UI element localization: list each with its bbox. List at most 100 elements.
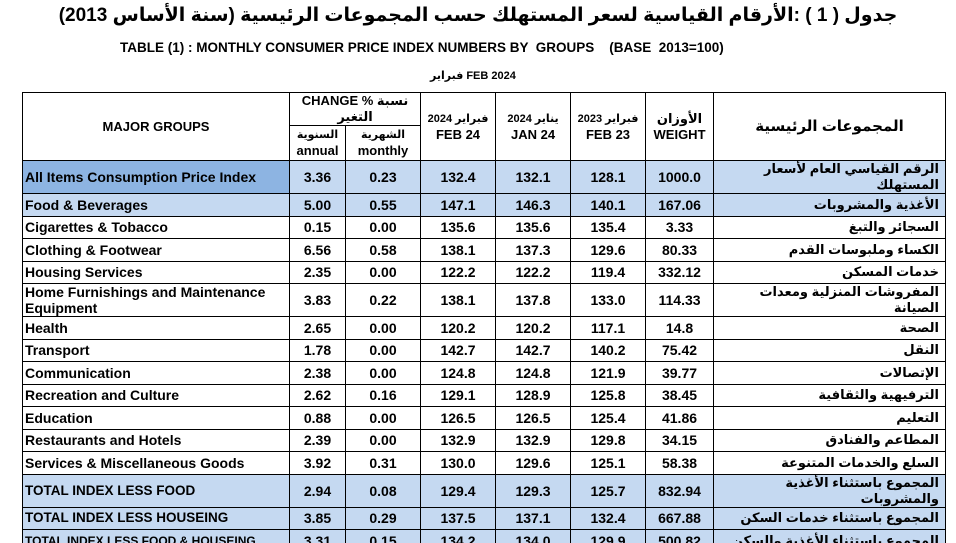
weight: 38.45: [645, 383, 715, 407]
annual-change: 3.83: [289, 283, 346, 317]
group-en: Food & Beverages: [22, 193, 290, 217]
index-jan24: 132.9: [495, 428, 572, 452]
annual-change: 2.35: [289, 260, 346, 284]
group-ar: الكساء وملبوسات القدم: [713, 238, 947, 262]
index-jan24: 137.1: [495, 506, 572, 530]
annual-change: 3.31: [289, 529, 346, 543]
title-english: TABLE (1) : MONTHLY CONSUMER PRICE INDEX…: [120, 40, 724, 55]
index-feb23: 125.4: [570, 406, 647, 430]
index-jan24: 137.3: [495, 238, 572, 262]
weight: 41.86: [645, 406, 715, 430]
header-ar: فبراير 2024: [427, 112, 489, 125]
index-feb23: 140.1: [570, 193, 647, 217]
title-arabic: جدول ( 1 ) :الأرقام القياسية لسعر المسته…: [58, 5, 898, 26]
cpi-table: MAJOR GROUPS CHANGE % نسبة التغير فبراير…: [22, 92, 947, 543]
group-en: Services & Miscellaneous Goods: [22, 451, 290, 475]
index-feb24: 132.4: [420, 160, 497, 194]
index-feb24: 129.1: [420, 383, 497, 407]
group-ar: السجائر والتبغ: [713, 215, 947, 239]
index-feb23: 129.8: [570, 428, 647, 452]
index-feb24: 126.5: [420, 406, 497, 430]
weight: 34.15: [645, 428, 715, 452]
table-row: Health 2.65 0.00 120.2 120.2 117.1 14.8 الصحة: [22, 316, 947, 340]
group-ar: الرقم القياسي العام لأسعار المستهلك: [713, 160, 947, 194]
group-ar: المطاعم والفنادق: [713, 428, 947, 452]
index-jan24: 120.2: [495, 316, 572, 340]
table-row: Recreation and Culture 2.62 0.16 129.1 128.9…: [22, 383, 947, 407]
group-ar: المجموع باستثناء الأغذية والمشروبات: [713, 473, 947, 508]
group-ar: خدمات المسكن: [713, 260, 947, 284]
table-row: TOTAL INDEX LESS HOUSEING 3.85 0.29 137.5 13…: [22, 506, 947, 530]
group-en: Restaurants and Hotels: [22, 428, 290, 452]
weight: 1000.0: [645, 160, 715, 194]
index-feb23: 129.6: [570, 238, 647, 262]
header-ar: فبراير 2023: [577, 112, 639, 125]
header-ar: الأوزان: [656, 110, 703, 126]
header-weight: الأوزان WEIGHT: [645, 92, 715, 161]
weight: 3.33: [645, 215, 715, 239]
index-feb24: 132.9: [420, 428, 497, 452]
monthly-change: 0.22: [344, 283, 422, 317]
index-jan24: 132.1: [495, 160, 572, 194]
index-jan24: 142.7: [495, 338, 572, 362]
annual-change: 3.92: [289, 451, 346, 475]
index-feb24: 120.2: [420, 316, 497, 340]
monthly-change: 0.08: [344, 473, 422, 508]
monthly-change: 0.00: [344, 260, 422, 284]
weight: 80.33: [645, 238, 715, 262]
monthly-change: 0.00: [344, 215, 422, 239]
index-feb24: 138.1: [420, 238, 497, 262]
group-en: Education: [22, 406, 290, 430]
group-ar: الإتصالات: [713, 361, 947, 385]
header-ar: الشهرية: [361, 129, 405, 141]
header-major-groups-ar: المجموعات الرئيسية: [713, 92, 947, 161]
index-jan24: 146.3: [495, 193, 572, 217]
annual-change: 2.94: [289, 473, 346, 508]
header-feb24: فبراير 2024 FEB 24: [420, 92, 497, 161]
monthly-change: 0.29: [344, 506, 422, 530]
header-feb23: فبراير 2023 FEB 23: [570, 92, 647, 161]
index-feb23: 125.1: [570, 451, 647, 475]
index-feb24: 124.8: [420, 361, 497, 385]
weight: 332.12: [645, 260, 715, 284]
weight: 667.88: [645, 506, 715, 530]
index-feb23: 133.0: [570, 283, 647, 317]
index-jan24: 129.3: [495, 473, 572, 508]
table-row: All Items Consumption Price Index 3.36 0.2…: [22, 160, 947, 194]
weight: 167.06: [645, 193, 715, 217]
group-ar: النقل: [713, 338, 947, 362]
index-feb24: 147.1: [420, 193, 497, 217]
index-feb23: 125.8: [570, 383, 647, 407]
table-row: Food & Beverages 5.00 0.55 147.1 146.3 140.1 1…: [22, 193, 947, 217]
group-en: All Items Consumption Price Index: [22, 160, 290, 194]
header-en: monthly: [357, 143, 409, 158]
header-en: FEB 24: [435, 126, 481, 142]
annual-change: 3.85: [289, 506, 346, 530]
header-en: annual: [296, 143, 339, 158]
weight: 75.42: [645, 338, 715, 362]
period: فبراير FEB 2024: [430, 70, 516, 82]
index-feb24: 130.0: [420, 451, 497, 475]
index-jan24: 124.8: [495, 361, 572, 385]
header-major-groups: MAJOR GROUPS: [22, 92, 290, 161]
group-en: Recreation and Culture: [22, 383, 290, 407]
group-ar: الصحة: [713, 316, 947, 340]
weight: 58.38: [645, 451, 715, 475]
group-en: Clothing & Footwear: [22, 238, 290, 262]
table-row: Transport 1.78 0.00 142.7 142.7 140.2 75.42 الن…: [22, 338, 947, 362]
annual-change: 2.62: [289, 383, 346, 407]
header-monthly: الشهرية monthly: [344, 125, 422, 161]
monthly-change: 0.15: [344, 529, 422, 543]
annual-change: 1.78: [289, 338, 346, 362]
annual-change: 2.38: [289, 361, 346, 385]
monthly-change: 0.00: [344, 361, 422, 385]
table-row: Communication 2.38 0.00 124.8 124.8 121.9 39.7…: [22, 361, 947, 385]
header-change: CHANGE % نسبة التغير: [288, 92, 422, 126]
index-feb23: 121.9: [570, 361, 647, 385]
table-row: TOTAL INDEX LESS FOOD & HOUSEING 3.31 0.15…: [22, 529, 947, 543]
index-feb23: 140.2: [570, 338, 647, 362]
index-feb23: 125.7: [570, 473, 647, 508]
monthly-change: 0.23: [344, 160, 422, 194]
table-row: TOTAL INDEX LESS FOOD 2.94 0.08 129.4 129.3 1…: [22, 473, 947, 508]
